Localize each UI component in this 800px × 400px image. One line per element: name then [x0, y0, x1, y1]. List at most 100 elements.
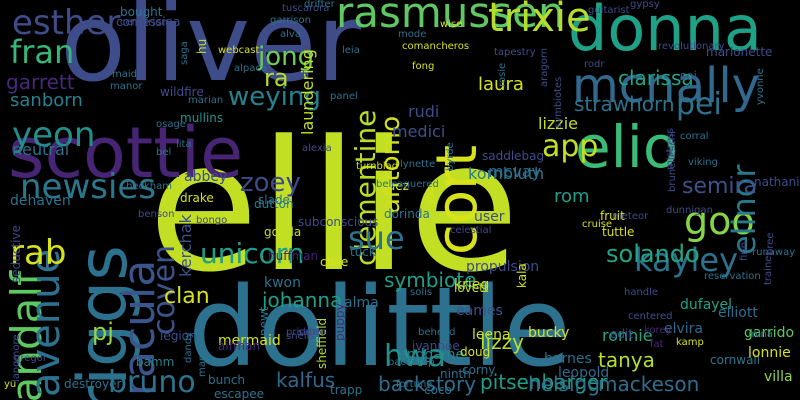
word-95: korey [644, 325, 672, 336]
word-132: reservation [704, 271, 761, 282]
word-6: elio [575, 113, 679, 181]
word-184: marionette [706, 45, 773, 59]
word-24: kayley [634, 241, 739, 279]
word-51: kalfus [276, 368, 336, 392]
word-31: jong [258, 42, 315, 72]
word-99: bamm [136, 355, 175, 369]
word-32: ra [264, 64, 289, 92]
word-44: backstory [378, 372, 477, 396]
word-116: tuck [350, 245, 376, 259]
word-178: rodr [584, 59, 605, 70]
word-75: drake [180, 191, 214, 205]
word-17: newsies [20, 167, 157, 207]
word-71: huffman [268, 249, 319, 263]
word-84: corny [462, 363, 496, 377]
word-187: yu [4, 379, 17, 390]
word-124: tuttle [602, 225, 635, 239]
word-146: lynette [400, 159, 436, 170]
word-41: sanborn [10, 90, 83, 111]
word-155: marian [188, 95, 224, 106]
word-77: seductive [9, 224, 23, 283]
word-88: elliott [718, 305, 758, 321]
word-138: viking [688, 157, 718, 168]
word-0: ellie [148, 103, 520, 312]
word-144: turnblad [356, 161, 399, 172]
word-76: dehaven [10, 193, 71, 209]
word-38: clarissa [618, 66, 694, 90]
word-55: lizzie [538, 114, 578, 133]
word-127: propulsion [466, 259, 540, 275]
word-191: mantle [197, 341, 208, 377]
word-42: neutral [12, 140, 70, 159]
word-106: snells [286, 331, 315, 342]
word-179: aragorn [539, 47, 550, 87]
word-151: beckham [126, 181, 172, 192]
word-105: priddle [286, 327, 321, 338]
word-190: dandy [183, 331, 194, 363]
word-128: krieg [454, 277, 490, 293]
word-23: app [542, 129, 599, 164]
word-158: hu [195, 38, 209, 54]
word-192: langmore [11, 334, 22, 383]
word-1: oliver [60, 0, 361, 106]
word-183: revolutionary [658, 41, 725, 52]
word-90: lonnie [748, 345, 791, 361]
word-52: symbiote [384, 268, 477, 292]
word-112: fortuna [396, 379, 433, 390]
word-117: chile [320, 255, 349, 269]
word-89: garrido [744, 325, 795, 341]
word-93: centered [628, 311, 673, 322]
word-182: gypsy [630, 0, 660, 10]
word-172: mode [398, 29, 427, 40]
word-60: rom [554, 186, 590, 207]
word-8: rasmussen [336, 0, 565, 37]
word-100: bunch [208, 373, 246, 387]
word-70: kwon [264, 275, 301, 291]
word-185: yvonne [755, 68, 766, 105]
word-94: edit [610, 327, 634, 341]
word-57: kerchak [176, 214, 195, 277]
word-92: mina [748, 329, 773, 340]
word-5: mcnally [572, 58, 761, 114]
word-91: villa [764, 369, 793, 385]
word-119: guez [380, 179, 409, 193]
word-35: solando [606, 240, 700, 268]
word-125: cruise [582, 219, 613, 230]
word-137: nathaniel [754, 175, 800, 189]
word-47: tanya [598, 348, 655, 372]
word-34: zoey [240, 168, 301, 198]
word-45: mackeson [598, 372, 700, 396]
word-59: pj [92, 318, 114, 346]
word-98: airman [218, 339, 261, 353]
word-171: drifter [304, 0, 335, 10]
word-180: symbiotes [553, 76, 564, 129]
word-40: garrett [6, 70, 75, 94]
word-175: wise [440, 19, 463, 30]
word-83: doug [460, 345, 491, 359]
word-16: bruno [108, 365, 196, 400]
word-63: endgame [398, 347, 465, 363]
word-107: sarno [298, 327, 326, 338]
word-162: leia [342, 45, 360, 56]
word-111: trapp [330, 383, 363, 397]
word-87: cornwall [710, 353, 761, 367]
word-159: webcast [218, 45, 260, 56]
word-153: bel [156, 147, 172, 158]
word-176: tapestry [494, 47, 536, 58]
word-27: pei [676, 87, 722, 122]
word-50: clan [164, 284, 210, 309]
word-53: rudi [408, 102, 440, 121]
word-2: dolittle [188, 263, 571, 391]
word-25: goo [684, 199, 755, 243]
word-85: barnes [544, 351, 592, 367]
word-104: puppy [333, 303, 347, 341]
word-109: ivannoe [412, 339, 460, 353]
word-133: runaway [752, 247, 796, 258]
word-173: comancheros [402, 41, 470, 52]
word-69: mermaid [218, 333, 281, 349]
word-110: ninth [440, 367, 471, 381]
word-139: corral [680, 131, 709, 142]
word-9: cort [425, 144, 490, 255]
word-164: manor [110, 81, 143, 92]
word-150: benson [138, 209, 175, 220]
